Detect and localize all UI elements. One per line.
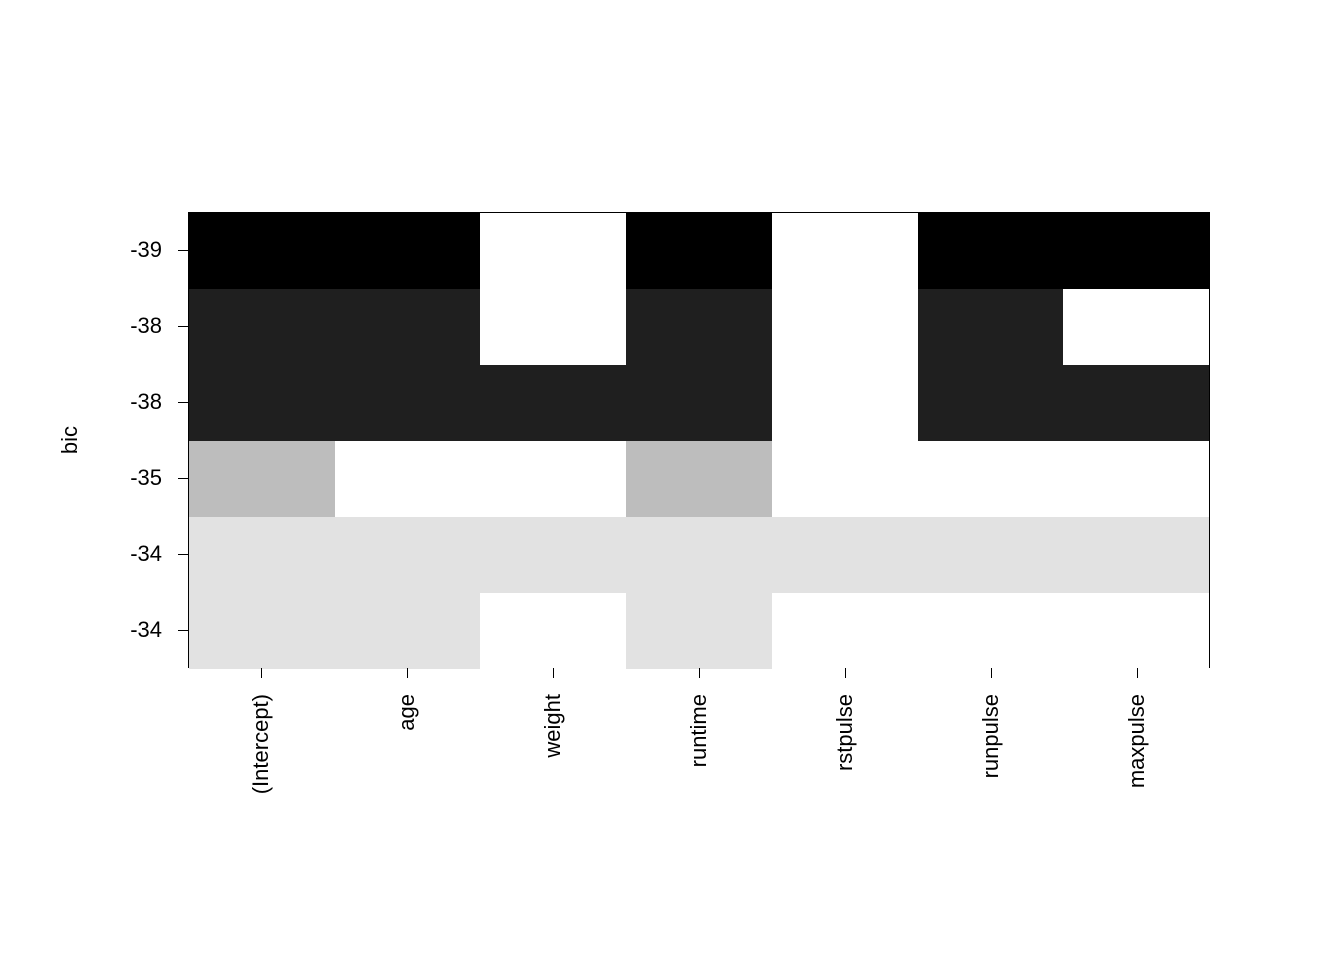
heatmap-cell bbox=[480, 441, 626, 517]
y-tick-label: -39 bbox=[0, 237, 162, 263]
y-tick-mark bbox=[178, 478, 188, 479]
heatmap-row bbox=[189, 517, 1209, 593]
y-axis-title: bic bbox=[57, 426, 83, 454]
y-tick-label: -34 bbox=[0, 617, 162, 643]
y-tick-mark bbox=[178, 250, 188, 251]
heatmap-cell bbox=[335, 593, 481, 669]
heatmap-cell bbox=[480, 593, 626, 669]
x-tick-mark bbox=[1137, 668, 1138, 678]
heatmap-cell bbox=[189, 213, 335, 289]
heatmap-cell bbox=[772, 517, 918, 593]
heatmap-cell bbox=[918, 365, 1064, 441]
x-tick-mark bbox=[699, 668, 700, 678]
x-tick-label: (Intercept) bbox=[248, 694, 274, 794]
y-tick-label: -38 bbox=[0, 313, 162, 339]
heatmap-row bbox=[189, 289, 1209, 365]
heatmap-cell bbox=[1063, 517, 1209, 593]
heatmap-row bbox=[189, 593, 1209, 669]
y-tick-mark bbox=[178, 326, 188, 327]
heatmap-cell bbox=[918, 441, 1064, 517]
heatmap-cell bbox=[335, 213, 481, 289]
x-tick-label: weight bbox=[540, 694, 566, 758]
x-tick-mark bbox=[407, 668, 408, 678]
x-tick-label: runpulse bbox=[978, 694, 1004, 778]
heatmap-cell bbox=[189, 593, 335, 669]
heatmap-cell bbox=[626, 593, 772, 669]
heatmap-cell bbox=[918, 213, 1064, 289]
x-tick-label: maxpulse bbox=[1124, 694, 1150, 788]
chart-container: bic -39 -38 -38 -35 -34 -34 (Intercept) age wei… bbox=[0, 0, 1344, 960]
heatmap-cell bbox=[626, 213, 772, 289]
y-tick-label: -34 bbox=[0, 541, 162, 567]
y-tick-mark bbox=[178, 630, 188, 631]
heatmap-cell bbox=[335, 517, 481, 593]
heatmap-cell bbox=[772, 289, 918, 365]
heatmap-cell bbox=[189, 517, 335, 593]
heatmap-cell bbox=[1063, 441, 1209, 517]
heatmap-row bbox=[189, 213, 1209, 289]
heatmap-cell bbox=[480, 289, 626, 365]
heatmap-cell bbox=[1063, 365, 1209, 441]
x-tick-mark bbox=[261, 668, 262, 678]
heatmap-cell bbox=[1063, 213, 1209, 289]
heatmap-cell bbox=[626, 517, 772, 593]
heatmap-cell bbox=[189, 441, 335, 517]
x-tick-mark bbox=[991, 668, 992, 678]
heatmap-cell bbox=[480, 365, 626, 441]
x-tick-mark bbox=[553, 668, 554, 678]
x-tick-mark bbox=[845, 668, 846, 678]
x-tick-label: rstpulse bbox=[832, 694, 858, 771]
heatmap-cell bbox=[772, 593, 918, 669]
heatmap-row bbox=[189, 441, 1209, 517]
heatmap-cell bbox=[918, 289, 1064, 365]
heatmap-cell bbox=[1063, 289, 1209, 365]
heatmap-cell bbox=[918, 593, 1064, 669]
heatmap-cell bbox=[626, 365, 772, 441]
heatmap-cell bbox=[335, 441, 481, 517]
heatmap-cell bbox=[626, 441, 772, 517]
heatmap-cell bbox=[772, 441, 918, 517]
heatmap-cell bbox=[335, 289, 481, 365]
y-tick-mark bbox=[178, 402, 188, 403]
plot-area bbox=[188, 212, 1210, 668]
heatmap-cell bbox=[189, 289, 335, 365]
heatmap-cell bbox=[335, 365, 481, 441]
y-tick-mark bbox=[178, 554, 188, 555]
heatmap-cell bbox=[918, 517, 1064, 593]
heatmap-row bbox=[189, 365, 1209, 441]
heatmap-cell bbox=[189, 365, 335, 441]
heatmap-cell bbox=[480, 213, 626, 289]
x-tick-label: age bbox=[394, 694, 420, 731]
x-tick-label: runtime bbox=[686, 694, 712, 767]
heatmap-cell bbox=[626, 289, 772, 365]
heatmap-cell bbox=[480, 517, 626, 593]
heatmap-cell bbox=[772, 213, 918, 289]
heatmap-cell bbox=[1063, 593, 1209, 669]
heatmap-cell bbox=[772, 365, 918, 441]
y-tick-label: -38 bbox=[0, 389, 162, 415]
y-tick-label: -35 bbox=[0, 465, 162, 491]
